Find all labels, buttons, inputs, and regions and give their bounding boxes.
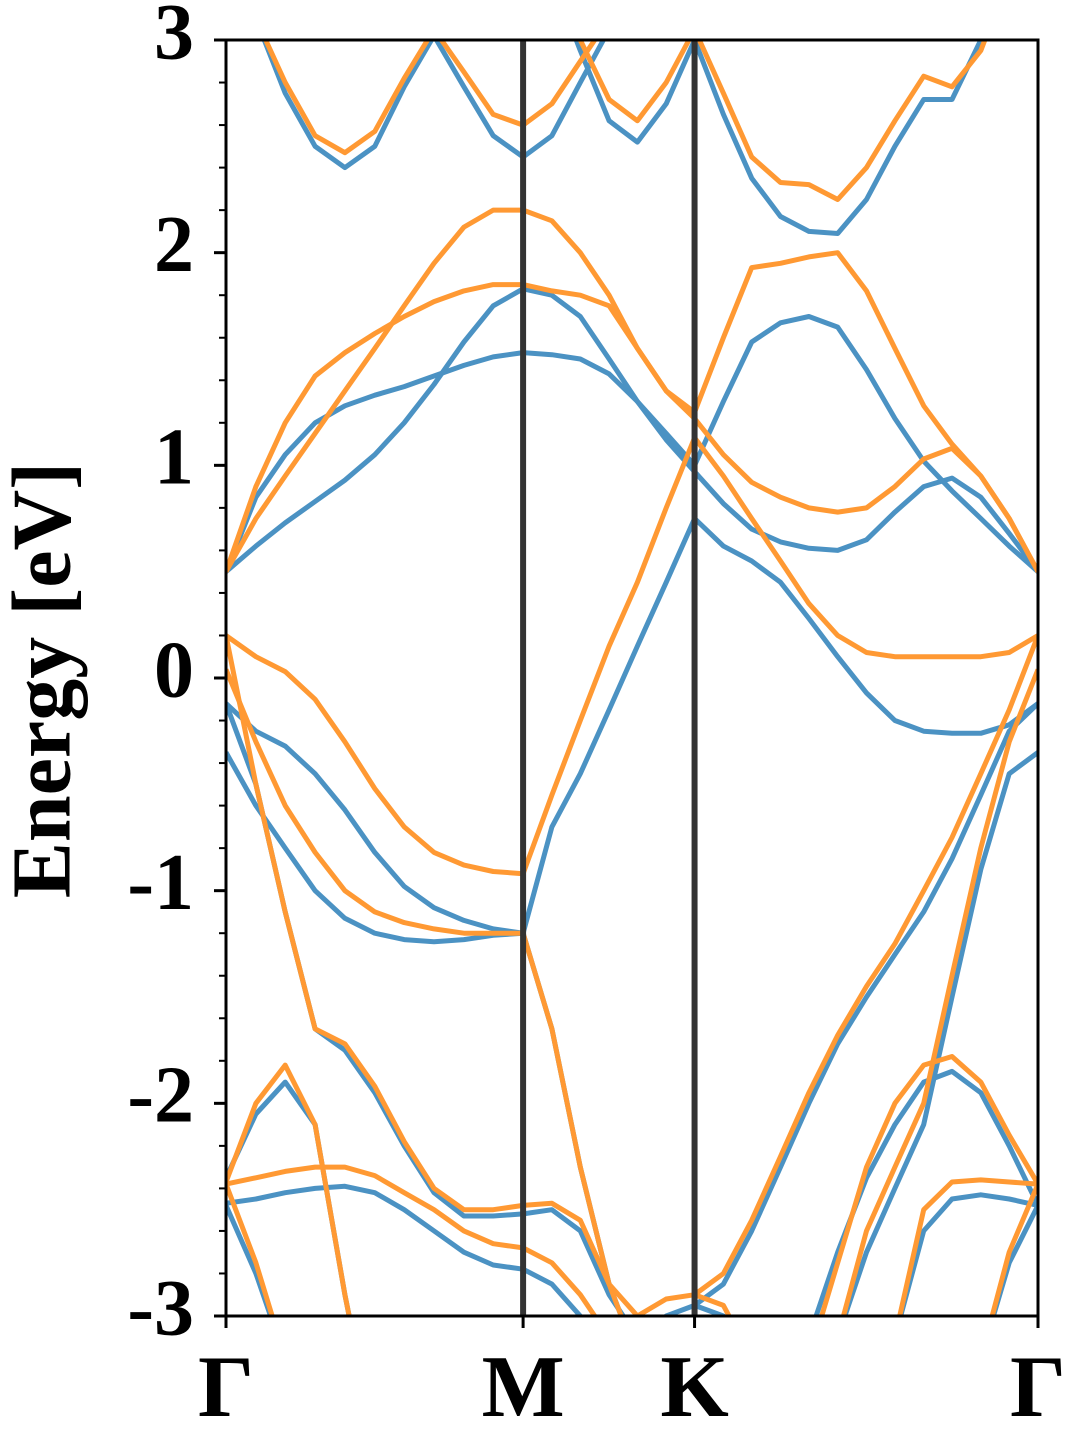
x-tick-label: M [482, 1339, 565, 1436]
band-line [840, 668, 1038, 1316]
y-tick-label: -2 [127, 1052, 194, 1140]
band-line [573, 40, 984, 236]
band-line [226, 668, 624, 1316]
band-line [693, 634, 1038, 1297]
y-tick-label: 0 [154, 626, 194, 714]
x-tick-label: K [660, 1339, 728, 1436]
bands [226, 40, 1038, 1316]
band-line [262, 40, 598, 156]
band-line [226, 1204, 274, 1316]
band-line [226, 1183, 584, 1316]
band-line [898, 1192, 1038, 1316]
band-line [226, 1164, 598, 1316]
band-line [226, 314, 1038, 574]
y-tick-label: -1 [127, 839, 194, 927]
y-axis-label: Energy [eV] [0, 462, 88, 898]
band-line [990, 1204, 1038, 1316]
band-line [226, 250, 1038, 573]
band-line [226, 1062, 352, 1316]
band-line [226, 702, 727, 1316]
band-line [577, 40, 988, 202]
band-line [226, 286, 1038, 574]
band-line [226, 1183, 275, 1316]
band-line [989, 1183, 1038, 1316]
y-tick-label: 3 [154, 0, 194, 76]
band-line [813, 1068, 1038, 1316]
band-line [226, 435, 1038, 877]
y-tick-label: -3 [127, 1264, 194, 1352]
band-line [226, 1079, 352, 1316]
band-line [226, 516, 1038, 936]
band-line [261, 40, 607, 171]
band-line [897, 1177, 1038, 1316]
y-tick-label: 2 [154, 201, 194, 289]
band-line [693, 701, 1038, 1308]
plot-frame [224, 38, 1040, 1318]
band-line [226, 751, 624, 1316]
y-tick-label: 1 [154, 414, 194, 502]
band-line [819, 1054, 1038, 1316]
band-line [226, 635, 732, 1316]
x-tick-label: Γ [1010, 1339, 1066, 1436]
x-tick-label: Γ [198, 1339, 254, 1436]
